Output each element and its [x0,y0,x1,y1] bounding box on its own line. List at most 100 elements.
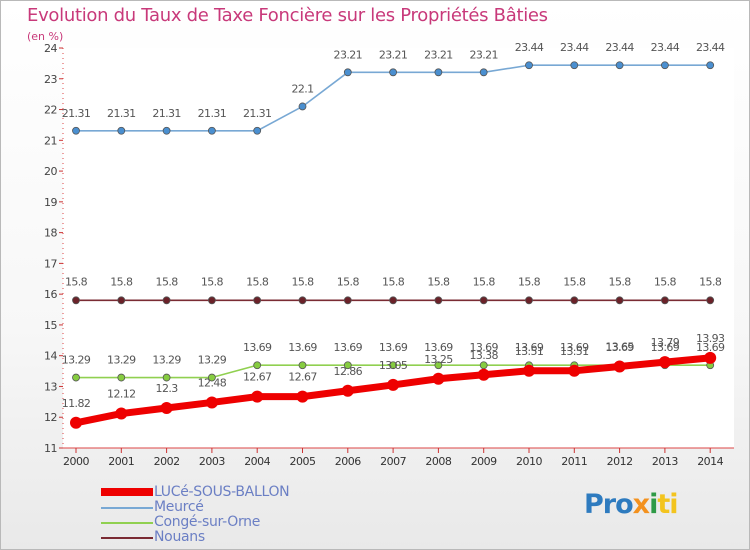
data-label: 12.67 [243,371,272,384]
y-tick-label: 18 [44,227,57,240]
data-point [253,361,262,370]
data-label: 15.8 [110,275,133,288]
data-point [251,390,264,403]
data-point [162,296,171,305]
data-label: 13.29 [107,354,136,367]
data-point [479,361,488,370]
data-label: 13.93 [696,332,725,345]
data-label: 15.8 [427,275,450,288]
proxiti-logo: Proxiti [584,489,679,520]
data-label: 13.05 [379,359,408,372]
data-point [570,61,579,70]
data-point [523,364,535,377]
data-label: 15.8 [337,275,360,288]
legend-label-nouans: Nouans [154,529,205,545]
legend-swatch-nouans [101,537,153,539]
data-point [343,361,352,370]
data-label: 23.21 [334,48,363,61]
x-tick-label: 2003 [199,455,225,468]
data-label: 21.31 [62,107,91,120]
data-label: 13.69 [334,341,363,354]
y-tick-label: 24 [44,42,57,55]
data-label: 13.51 [515,345,544,358]
data-label: 21.31 [198,107,227,120]
data-point [298,361,307,370]
data-point [341,384,354,397]
data-label: 23.21 [424,48,453,61]
data-label: 13.51 [560,345,589,358]
data-point [568,364,581,377]
data-label: 13.69 [379,341,408,354]
data-point [117,126,126,135]
data-label: 15.8 [654,275,677,288]
data-point [387,378,400,391]
data-point [207,296,216,305]
data-point [117,296,126,305]
y-tick-label: 20 [44,165,57,178]
data-label: 23.44 [515,41,544,54]
data-point [704,351,717,364]
data-label: 12.48 [198,376,227,389]
data-point [661,61,669,70]
data-point [72,373,80,382]
x-tick-label: 2007 [380,455,406,468]
y-tick-label: 23 [44,73,57,86]
data-point [477,368,490,381]
y-tick-label: 13 [44,380,57,393]
data-point [389,296,398,305]
data-label: 13.69 [243,341,272,354]
y-tick-label: 15 [44,319,57,332]
x-tick-label: 2010 [516,455,542,468]
data-point [72,126,80,135]
x-tick-label: 2001 [108,455,134,468]
data-point [70,416,82,429]
data-point [434,361,443,370]
data-label: 13.69 [560,341,589,354]
data-point [253,296,262,305]
y-tick-label: 22 [44,104,57,117]
data-label: 12.12 [107,388,136,401]
data-label: 23.21 [379,48,408,61]
data-point [253,126,262,135]
x-tick-label: 2013 [652,455,678,468]
data-label: 15.8 [518,275,541,288]
data-label: 15.8 [291,275,314,288]
data-label: 12.3 [156,382,179,395]
data-label: 13.29 [152,354,181,367]
data-point [115,407,128,420]
data-label: 21.31 [152,107,181,120]
data-label: 23.21 [469,48,498,61]
data-point [207,373,216,382]
data-point [389,68,398,77]
data-label: 21.31 [107,107,136,120]
data-label: 13.69 [651,341,680,354]
data-label: 15.8 [563,275,586,288]
data-point [706,296,715,305]
y-tick-label: 11 [44,442,57,455]
data-point [615,296,624,305]
data-point [389,361,398,370]
data-point [434,68,443,77]
data-point [658,356,671,369]
data-label: 13.79 [651,336,680,349]
data-label: 13.29 [62,354,91,367]
data-label: 15.8 [382,275,405,288]
data-label: 13.29 [198,354,227,367]
data-label: 23.44 [605,41,634,54]
data-label: 15.8 [201,275,224,288]
data-label: 12.86 [334,365,363,378]
data-label: 15.8 [65,275,88,288]
x-tick-label: 2006 [335,455,361,468]
data-point [117,373,126,382]
y-tick-label: 14 [44,350,57,363]
data-label: 23.44 [560,41,589,54]
legend-label-luce: LUCé-SOUS-BALLON [154,484,290,500]
data-point [162,373,171,382]
legend-label-conge: Congé-sur-Orne [154,514,261,530]
data-point [525,296,533,305]
data-point [615,61,624,70]
data-point [661,296,669,305]
x-tick-label: 2004 [244,455,270,468]
